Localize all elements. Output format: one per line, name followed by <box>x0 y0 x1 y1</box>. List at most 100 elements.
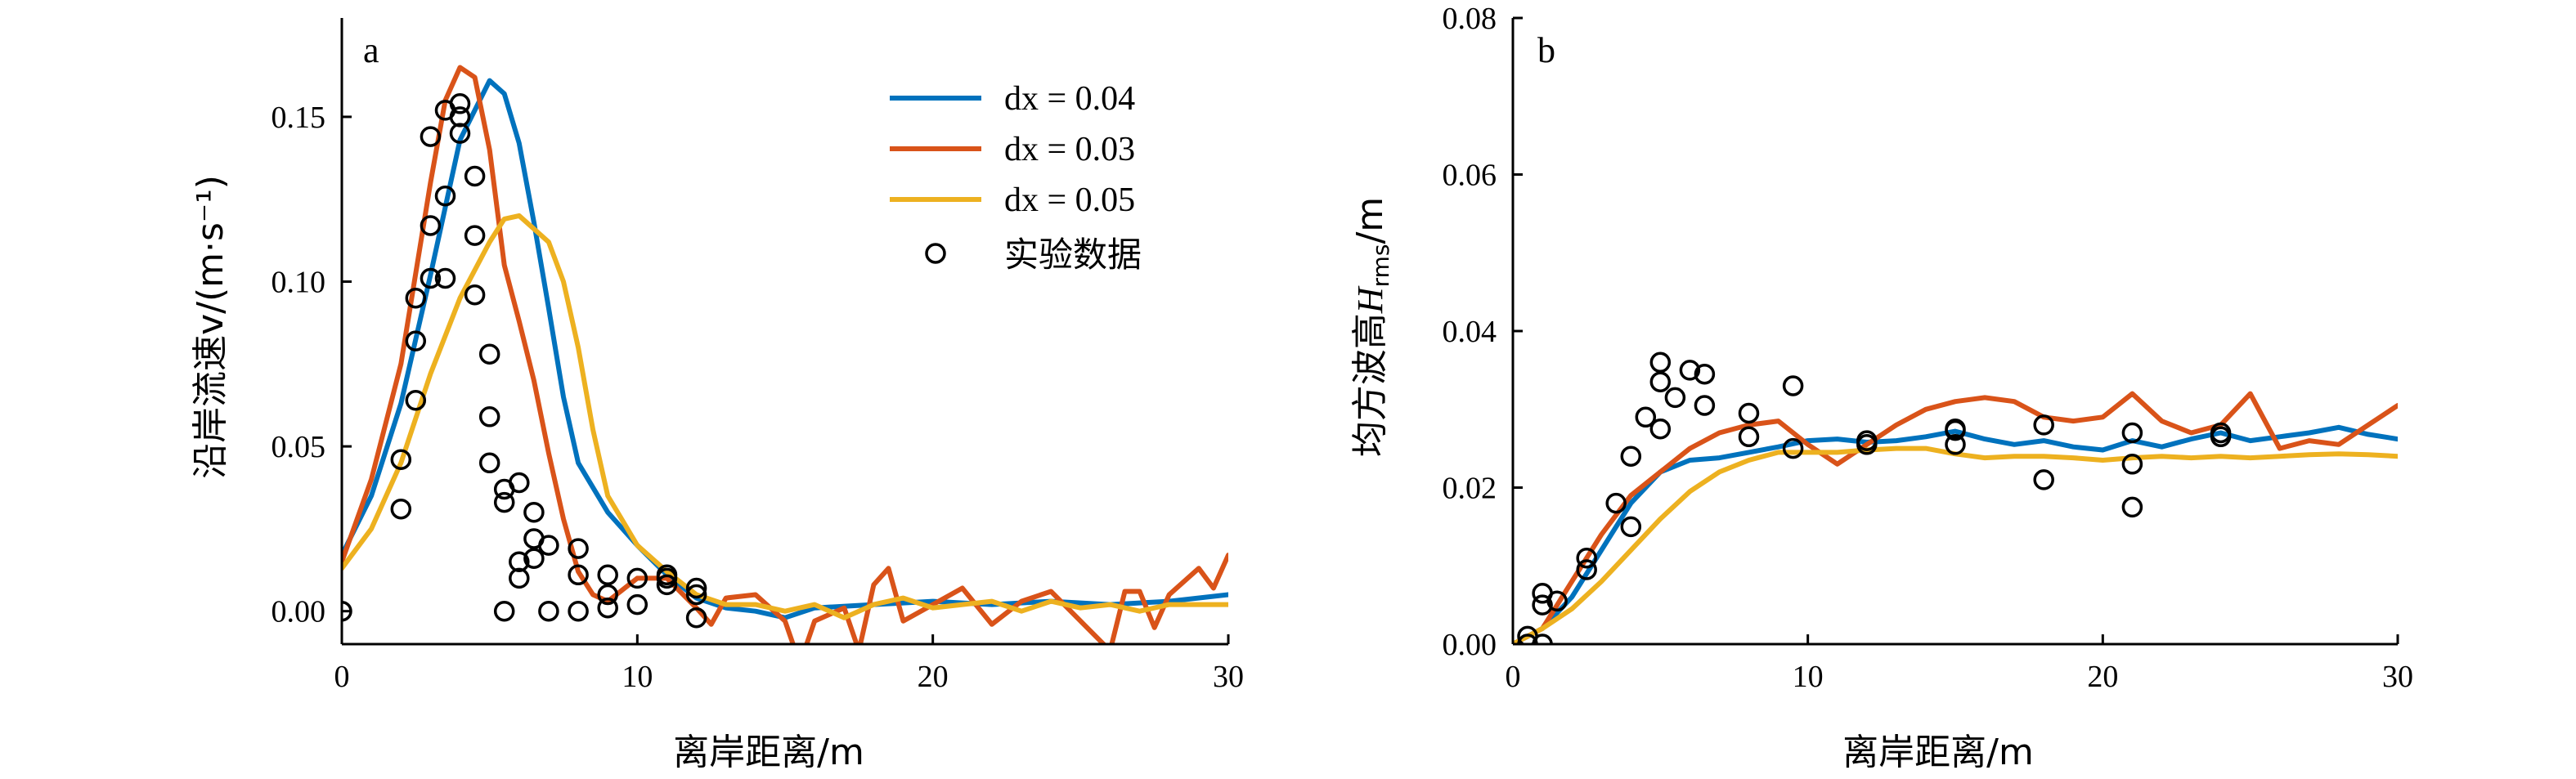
panel-b-data-point <box>2210 426 2232 448</box>
panel-a-y-tick-label: 0.05 <box>272 430 326 464</box>
panel-b-ticks: 0 10 20 30 0.00 0.02 0.04 0.06 0.08 <box>1443 2 2414 694</box>
panel-a-data-point <box>656 574 678 596</box>
panel-b-data-point <box>1620 516 1642 538</box>
panel-b-data-point <box>1782 437 1804 459</box>
panel-b-chart: 0 10 20 30 0.00 0.02 0.04 0.06 0.08 b 离岸距离/m 均方波… <box>1349 2 2413 773</box>
panel-a-data-point <box>509 567 530 589</box>
panel-a-data-point <box>405 287 427 309</box>
panel-a-data-point <box>464 284 486 306</box>
panel-b-axes <box>1511 18 2398 646</box>
panel-b-series-group <box>1513 391 2398 644</box>
panel-a-x-tick-label: 30 <box>1213 660 1244 694</box>
panel-a-data-point <box>597 564 618 586</box>
panel-b-y-tick-label: 0.02 <box>1443 472 1497 506</box>
panel-a-legend: dx = 0.04 dx = 0.03 dx = 0.05 实验数据 <box>890 80 1142 275</box>
panel-b-data-point <box>1679 360 1701 381</box>
panel-b-data-point <box>1635 406 1657 428</box>
panel-b-data-point <box>2033 469 2054 490</box>
panel-b-label: b <box>1537 30 1555 70</box>
panel-a-y-tick-label: 0.10 <box>272 266 326 300</box>
panel-b-ylabel-var: H <box>1350 285 1390 314</box>
panel-b-x-tick-label: 10 <box>1793 660 1824 694</box>
panel-b-data-point <box>1649 418 1672 440</box>
panel-b-data-point <box>1517 633 1538 644</box>
legend-label-dx-005: dx = 0.05 <box>1004 181 1135 219</box>
panel-a-axes <box>340 18 1228 646</box>
panel-a-label: a <box>363 30 379 70</box>
panel-a-x-tick-label: 10 <box>622 660 653 694</box>
panel-a-data-point <box>597 597 618 619</box>
panel-b-data-point <box>1620 445 1642 467</box>
panel-a-data-point <box>420 126 442 147</box>
panel-b-ylabel-unit: /m <box>1349 197 1391 244</box>
panel-a-data-point <box>626 593 648 616</box>
panel-a-data-point <box>420 267 442 289</box>
panel-b-data-point <box>2121 454 2143 475</box>
panel-a-x-tick-label: 0 <box>334 660 350 694</box>
panel-a-data-point <box>538 600 559 622</box>
panel-a-data-point <box>568 600 589 622</box>
panel-b-data-point <box>1738 402 1760 424</box>
panel-a-data-point <box>685 584 707 606</box>
panel-a-data-point <box>597 584 618 606</box>
panel-b-data-point <box>1532 594 1553 616</box>
panel-a-data-point <box>390 449 412 470</box>
panel-a-y-tick-label: 0.15 <box>272 101 326 135</box>
panel-a-data-point <box>449 106 471 128</box>
panel-a-data-point <box>493 491 515 513</box>
panel-a-data-point <box>464 165 486 187</box>
panel-a-data-point <box>523 501 545 523</box>
panel-b-data-point <box>1532 633 1553 644</box>
panel-a-data-point <box>449 93 471 114</box>
panel-a-x-tick-label: 20 <box>918 660 949 694</box>
panel-b-data-point <box>1945 434 1966 455</box>
panel-a-ylabel: 沿岸流速v/(m·s⁻¹) <box>190 175 231 479</box>
panel-b-data-point <box>1649 351 1672 374</box>
legend-label-dx-003: dx = 0.03 <box>1004 131 1135 168</box>
panel-a-data-point <box>449 123 471 144</box>
panel-b-series-dx-005 <box>1513 445 2398 644</box>
panel-b-data-point <box>1782 375 1804 396</box>
panel-a-data-point <box>493 600 515 622</box>
panel-b-x-tick-label: 30 <box>2382 660 2413 694</box>
panel-b-xlabel: 离岸距离/m <box>1842 732 2034 773</box>
panel-a-data-point <box>656 567 678 589</box>
panel-a-data-point <box>626 567 648 589</box>
panel-a-data-point <box>538 535 559 556</box>
panel-a-data-point <box>523 548 545 569</box>
panel-a-data-point <box>420 215 442 236</box>
panel-a-data-point <box>434 267 456 289</box>
panel-a-series-dx-005 <box>342 213 1228 620</box>
panel-a-ticks: 0 10 20 30 0.00 0.05 0.10 0.15 <box>272 101 1245 694</box>
panel-a-markers-group <box>342 93 707 629</box>
panel-a-data-point <box>568 538 589 559</box>
panel-a-data-point <box>685 577 707 599</box>
legend-label-dx-004: dx = 0.04 <box>1004 80 1135 118</box>
panel-a-data-point <box>478 452 500 474</box>
panel-b-data-point <box>2121 422 2143 444</box>
panel-b-data-point <box>1856 434 1878 455</box>
panel-a-xlabel: 离岸距离/m <box>673 732 864 773</box>
panel-a-data-point <box>390 498 412 520</box>
panel-b-data-point <box>2033 414 2054 436</box>
panel-b-data-point <box>1694 363 1716 385</box>
panel-b-ylabel-main: 均方波高 <box>1349 313 1391 457</box>
panel-b-data-point <box>1664 387 1686 409</box>
panel-b-y-tick-label: 0.00 <box>1443 628 1497 662</box>
panel-b-x-tick-label: 20 <box>2087 660 2118 694</box>
panel-a-data-point <box>464 225 486 246</box>
panel-a-chart: 0 10 20 30 0.00 0.05 0.10 0.15 a 离岸距离/m 沿岸流速v/(… <box>190 18 1244 773</box>
panel-b-data-point <box>1576 559 1597 580</box>
panel-a-data-point <box>478 343 500 365</box>
panel-a-data-point <box>405 330 427 351</box>
panel-b-data-point <box>1576 547 1597 569</box>
legend-label-experiment: 实验数据 <box>1004 235 1142 275</box>
panel-b-markers-group <box>1517 351 2232 644</box>
panel-b-y-tick-label: 0.04 <box>1443 315 1497 349</box>
panel-b-ylabel-sub: rms <box>1367 244 1394 288</box>
legend-marker-experiment <box>925 243 946 264</box>
panel-a-data-point <box>405 389 427 411</box>
panel-b-x-tick-label: 0 <box>1506 660 1521 694</box>
panel-b-y-tick-label: 0.08 <box>1443 2 1497 36</box>
